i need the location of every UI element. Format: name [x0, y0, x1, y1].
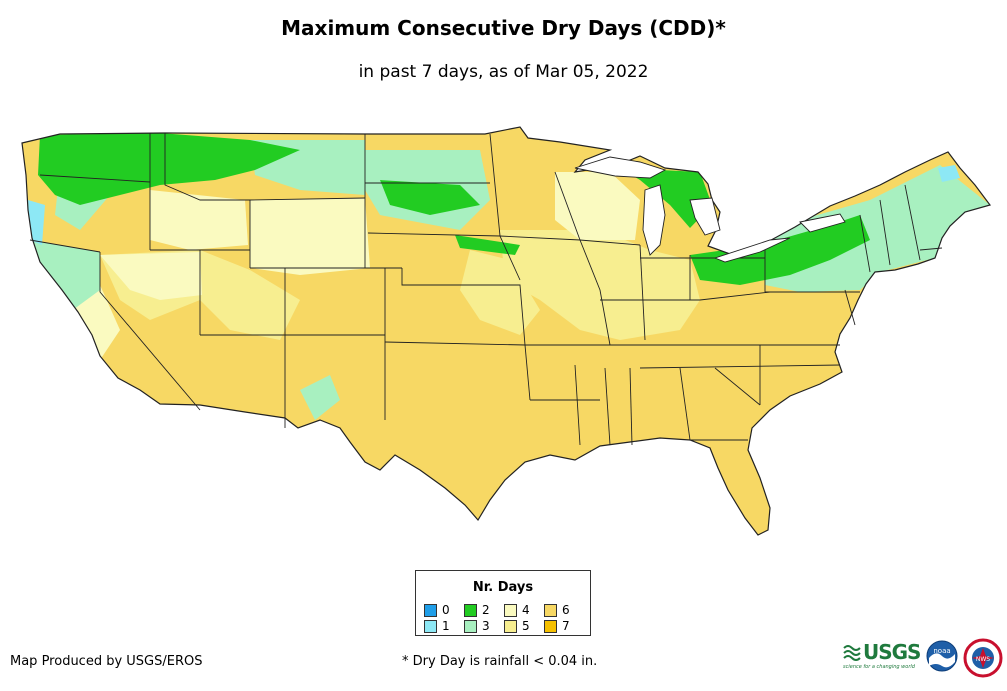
- region-2-days-michigan: [620, 168, 712, 228]
- region-3-days-newmexico: [300, 375, 340, 420]
- legend-title: Nr. Days: [472, 580, 534, 595]
- noaa-logo: noaa: [926, 640, 958, 672]
- lake-huron: [689, 197, 721, 236]
- legend-item: 0: [424, 602, 464, 618]
- legend-item: 6: [544, 602, 584, 618]
- legend-swatch: [504, 603, 517, 617]
- legend: Nr. Days 0 1 2 3 4 5 6 7: [415, 570, 591, 636]
- lake-erie: [713, 237, 791, 263]
- legend-items: 0 1 2 3 4 5 6 7: [424, 602, 584, 634]
- legend-label: 1: [442, 619, 450, 633]
- usgs-label: USGS: [863, 640, 921, 664]
- noaa-label: noaa: [933, 647, 950, 655]
- region-4-days-idaho: [150, 190, 248, 250]
- map-subtitle: in past 7 days, as of Mar 05, 2022: [358, 62, 649, 82]
- nws-label: NWS: [976, 656, 990, 663]
- state-boundaries: [29, 133, 943, 446]
- legend-label: 0: [442, 603, 450, 617]
- region-5-days-midwest: [500, 230, 700, 340]
- lake-michigan: [642, 184, 666, 256]
- legend-item: 3: [464, 618, 504, 634]
- legend-item: 2: [464, 602, 504, 618]
- region-3-days-northeast: [765, 165, 990, 292]
- region-1-day-maine: [938, 165, 960, 182]
- noaa-bird-icon: [929, 653, 955, 668]
- map-title: Maximum Consecutive Dry Days (CDD)*: [281, 16, 726, 40]
- region-2-days-nebraska: [455, 235, 520, 255]
- region-4-days-nevada: [100, 252, 202, 300]
- legend-item: 7: [544, 618, 584, 634]
- region-4-days-wyoming: [250, 198, 370, 275]
- nws-logo: NWS: [963, 638, 1003, 678]
- producer-credit: Map Produced by USGS/EROS: [10, 654, 203, 669]
- legend-label: 6: [562, 603, 570, 617]
- legend-label: 3: [482, 619, 490, 633]
- region-3-days-norcal: [30, 240, 100, 312]
- usgs-wordmark: USGS: [843, 640, 921, 664]
- legend-swatch: [424, 619, 437, 633]
- legend-label: 4: [522, 603, 530, 617]
- legend-item: 1: [424, 618, 464, 634]
- legend-swatch: [544, 619, 557, 633]
- region-4-days-wisconsin: [555, 172, 640, 240]
- dry-day-footnote: * Dry Day is rainfall < 0.04 in.: [402, 654, 598, 669]
- great-lakes: [574, 156, 846, 263]
- region-2-days-northwest: [38, 133, 300, 205]
- legend-label: 7: [562, 619, 570, 633]
- usgs-waves-icon: [843, 645, 861, 661]
- legend-swatch: [504, 619, 517, 633]
- region-2-days-northdakota: [380, 180, 480, 215]
- legend-swatch: [464, 619, 477, 633]
- region-5-days-plains: [460, 250, 540, 335]
- legend-swatch: [464, 603, 477, 617]
- legend-swatch: [544, 603, 557, 617]
- usgs-tagline: science for a changing world: [843, 664, 915, 670]
- lake-superior: [574, 156, 667, 179]
- lake-ontario: [799, 213, 846, 233]
- legend-item: 5: [504, 618, 544, 634]
- region-2-days-greatlakes: [690, 215, 870, 285]
- region-1-day-coast: [28, 200, 45, 245]
- legend-label: 5: [522, 619, 530, 633]
- legend-swatch: [424, 603, 437, 617]
- usgs-logo: USGS science for a changing world: [843, 640, 921, 676]
- legend-item: 4: [504, 602, 544, 618]
- nws-star-icon: [972, 648, 994, 668]
- legend-label: 2: [482, 603, 490, 617]
